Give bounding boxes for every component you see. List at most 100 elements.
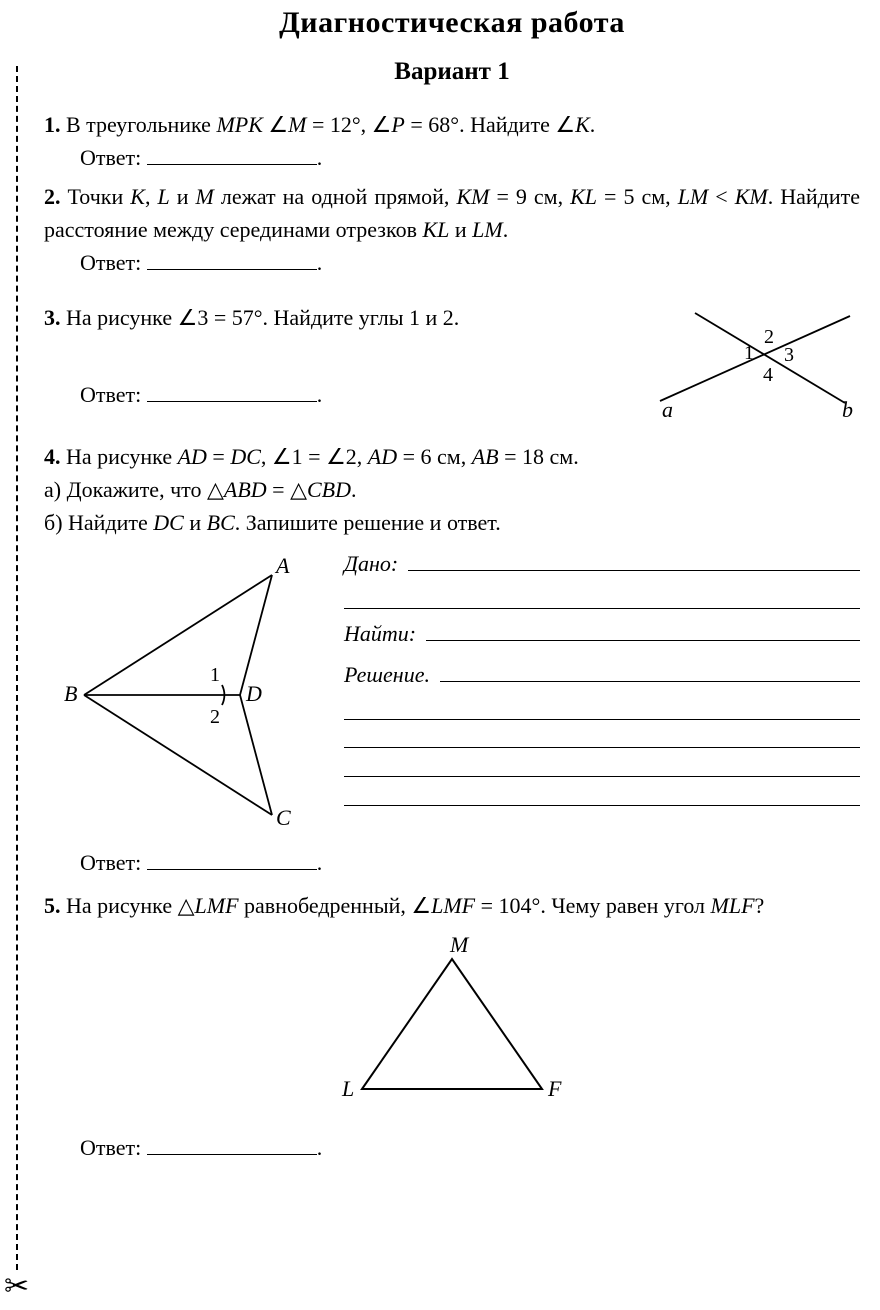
q1-num: 1. [44, 112, 61, 137]
q5-t1: На рисунке [61, 893, 178, 918]
variant-title: Вариант 1 [44, 58, 860, 86]
q5-num: 5. [44, 893, 61, 918]
q4-t1: На рисунке [61, 444, 178, 469]
q4-proof-area: Дано: Найти: Решение. [344, 547, 860, 814]
q2-answer-row: Ответ: . [80, 246, 860, 279]
dano-blank-2[interactable] [344, 588, 860, 609]
angle-icon: ∠ [268, 112, 288, 137]
angle-icon: ∠ [326, 444, 346, 469]
q1-answer-blank[interactable] [147, 144, 317, 165]
angle-icon: ∠ [372, 112, 392, 137]
q5-label-L: L [341, 1076, 354, 1101]
q2-end: . [503, 217, 509, 242]
q4-label-C: C [276, 805, 291, 830]
reshenie-blank-3[interactable] [344, 728, 860, 749]
triangle-icon: △ [207, 477, 224, 502]
q3-figure: a b 1 2 3 4 [650, 301, 860, 430]
triangle-icon: △ [178, 893, 195, 918]
q4-label-A: A [274, 553, 290, 578]
worksheet-page: ✂ Диагностическая работа Вариант 1 1. В … [0, 6, 880, 1310]
q3-n2: 2 [764, 326, 774, 348]
q2-LM2: LM [472, 217, 503, 242]
q1-M: M [288, 112, 306, 137]
dano-blank[interactable] [408, 550, 860, 571]
q4-num: 4. [44, 444, 61, 469]
q2-eq9: = 9 см, [489, 184, 570, 209]
q3-label-a: a [662, 397, 673, 421]
q4-dot: . [351, 477, 357, 502]
q4-part-a: а) Докажите, что △ABD = △CBD. [44, 473, 860, 506]
q4-CBD: CBD [307, 477, 351, 502]
q4-answer-row: Ответ: . [80, 846, 860, 879]
q4-n1: 1 [210, 664, 220, 686]
content: 1. В треугольнике MPK ∠M = 12°, ∠P = 68°… [44, 108, 860, 1164]
q1-text-pre: В треугольнике [61, 112, 217, 137]
question-2: 2. Точки K, L и M лежат на одной прямой,… [44, 180, 860, 279]
q4-AD: AD [178, 444, 207, 469]
q3-n4: 4 [763, 364, 773, 386]
q1-P: P [391, 112, 404, 137]
q4-eq3: = [267, 477, 290, 502]
q4-b-tail: . Запишите решение и ответ. [235, 510, 501, 535]
q5-answer-blank[interactable] [147, 1134, 317, 1155]
q4-label-D: D [245, 681, 262, 706]
q1-eq12: = 12°, [306, 112, 371, 137]
q2-K: K [130, 184, 145, 209]
q4-label-B: B [64, 681, 77, 706]
question-4: 4. На рисунке AD = DC, ∠1 = ∠2, AD = 6 с… [44, 440, 860, 879]
angle-icon: ∠ [555, 112, 575, 137]
question-1: 1. В треугольнике MPK ∠M = 12°, ∠P = 68°… [44, 108, 860, 174]
q5-t2: равнобедренный, [239, 893, 412, 918]
answer-label: Ответ: [80, 850, 141, 875]
q4-a-label: а) Докажите, что [44, 477, 207, 502]
q5-answer-row: Ответ: . [80, 1131, 860, 1164]
q1-mpk: MPK [216, 112, 262, 137]
page-title: Диагностическая работа [44, 6, 860, 40]
question-5: 5. На рисунке △LMF равнобедренный, ∠LMF … [44, 889, 860, 1164]
q4-c1: , [261, 444, 272, 469]
q5-label-F: F [547, 1076, 562, 1101]
reshenie-blank-4[interactable] [344, 756, 860, 777]
q4-two: 2 [346, 444, 357, 469]
q3-answer-blank[interactable] [147, 381, 317, 402]
q3-n3: 3 [784, 344, 794, 366]
q5-MLF: MLF [711, 893, 755, 918]
q5-LMF: LMF [195, 893, 239, 918]
q4-AD2: AD [368, 444, 397, 469]
q2-comma: , [145, 184, 158, 209]
answer-label: Ответ: [80, 250, 141, 275]
q4-part-b: б) Найдите DC и BC. Запишите решение и о… [44, 506, 860, 539]
q2-LM: LM [678, 184, 709, 209]
q1-K: K [575, 112, 590, 137]
q2-KM2: KM [735, 184, 768, 209]
reshenie-blank-1[interactable] [440, 661, 860, 682]
q1-answer-row: Ответ: . [80, 141, 860, 174]
q4-DC: DC [230, 444, 261, 469]
q2-t2: лежат на одной прямой, [214, 184, 457, 209]
q4-ABD: ABD [224, 477, 267, 502]
q4-b-label: б) Найдите [44, 510, 153, 535]
q2-KL: KL [570, 184, 597, 209]
q3-label-b: b [842, 397, 853, 421]
reshenie-blank-5[interactable] [344, 785, 860, 806]
angle-icon: ∠ [272, 444, 292, 469]
q4-eq6: = 6 см, [397, 444, 472, 469]
q2-t1: Точки [61, 184, 131, 209]
q5-LMF2: LMF [431, 893, 475, 918]
q4-one: 1 [292, 444, 303, 469]
q2-M: M [196, 184, 214, 209]
q4-BC: BC [207, 510, 235, 535]
triangle-icon: △ [290, 477, 307, 502]
dano-label: Дано: [344, 547, 398, 580]
reshenie-blank-2[interactable] [344, 699, 860, 720]
q2-answer-blank[interactable] [147, 249, 317, 270]
q4-figure: A B C D 1 2 [44, 547, 334, 846]
q4-answer-blank[interactable] [147, 849, 317, 870]
naiti-blank[interactable] [426, 620, 860, 641]
q4-eq2: = [303, 444, 326, 469]
q5-qm: ? [755, 893, 765, 918]
answer-label: Ответ: [80, 382, 141, 407]
q2-eq5: = 5 см, [597, 184, 678, 209]
q2-L: L [157, 184, 169, 209]
q4-n2: 2 [210, 706, 220, 728]
